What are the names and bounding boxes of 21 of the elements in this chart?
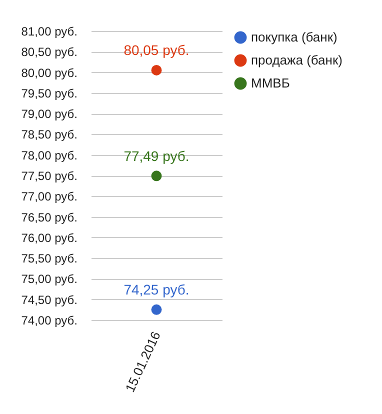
y-tick-label: 78,50 руб. <box>21 128 78 142</box>
legend-label: ММВБ <box>251 76 290 90</box>
legend-label: продажа (банк) <box>251 52 342 68</box>
y-tick-label: 77,00 руб. <box>21 190 78 204</box>
y-tick-label: 75,00 руб. <box>21 272 78 286</box>
legend-label: покупка (банк) <box>251 30 338 44</box>
y-tick-label: 80,50 руб. <box>21 45 78 60</box>
y-tick-label: 79,50 руб. <box>21 86 78 100</box>
y-tick-label: 76,00 руб. <box>21 230 78 245</box>
y-tick-label: 81,00 руб. <box>21 24 78 38</box>
y-tick-label: 80,00 руб. <box>21 66 78 80</box>
data-label: 74,25 руб. <box>124 282 190 298</box>
y-tick-label: 76,50 руб. <box>21 210 78 224</box>
data-label: 77,49 руб. <box>124 148 190 164</box>
y-tick-label: 79,00 руб. <box>21 107 78 122</box>
y-tick-label: 74,50 руб. <box>21 292 78 307</box>
y-tick-label: 77,50 руб. <box>21 169 78 183</box>
y-tick-label: 78,00 руб. <box>21 148 78 162</box>
data-label: 80,05 руб. <box>124 42 190 58</box>
y-tick-label: 74,00 руб. <box>21 314 78 328</box>
y-tick-label: 75,50 руб. <box>21 252 78 266</box>
